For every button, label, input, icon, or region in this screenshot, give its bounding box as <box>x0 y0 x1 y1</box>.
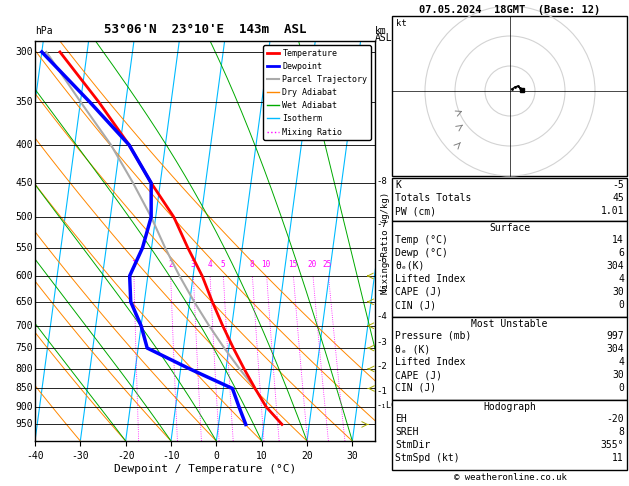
Text: 11: 11 <box>612 453 624 463</box>
Text: Totals Totals: Totals Totals <box>395 193 471 203</box>
Text: 4: 4 <box>618 357 624 367</box>
Text: 07.05.2024  18GMT  (Base: 12): 07.05.2024 18GMT (Base: 12) <box>420 5 601 15</box>
Text: 900: 900 <box>15 402 33 412</box>
Text: -7: -7 <box>376 220 387 229</box>
Text: Mixing Ratio (g/kg): Mixing Ratio (g/kg) <box>381 192 389 294</box>
Text: 4: 4 <box>207 260 212 269</box>
Text: PW (cm): PW (cm) <box>395 206 436 216</box>
Text: θₑ(K): θₑ(K) <box>395 261 425 271</box>
Text: kt: kt <box>396 19 407 28</box>
Bar <box>392 178 627 221</box>
Text: 850: 850 <box>15 383 33 394</box>
Text: -₁LCL: -₁LCL <box>376 400 401 410</box>
Text: -2: -2 <box>376 363 387 371</box>
Text: 5: 5 <box>221 260 225 269</box>
Bar <box>392 400 627 470</box>
Text: 6: 6 <box>618 248 624 258</box>
Text: 2: 2 <box>168 260 172 269</box>
Text: 997: 997 <box>606 331 624 341</box>
Text: 350: 350 <box>15 97 33 107</box>
Text: 14: 14 <box>612 235 624 245</box>
Text: -20: -20 <box>606 414 624 424</box>
Text: -4: -4 <box>376 312 387 321</box>
Text: Dewp (°C): Dewp (°C) <box>395 248 448 258</box>
Text: 30: 30 <box>612 287 624 297</box>
Text: 800: 800 <box>15 364 33 374</box>
Text: Temp (°C): Temp (°C) <box>395 235 448 245</box>
Text: 1.01: 1.01 <box>601 206 624 216</box>
Text: © weatheronline.co.uk: © weatheronline.co.uk <box>454 473 567 482</box>
Text: 45: 45 <box>612 193 624 203</box>
Text: 25: 25 <box>323 260 332 269</box>
Text: ASL: ASL <box>375 33 392 43</box>
Legend: Temperature, Dewpoint, Parcel Trajectory, Dry Adiabat, Wet Adiabat, Isotherm, Mi: Temperature, Dewpoint, Parcel Trajectory… <box>264 45 371 140</box>
Text: 8: 8 <box>618 427 624 437</box>
Text: EH: EH <box>395 414 407 424</box>
Text: 700: 700 <box>15 321 33 331</box>
Text: 0: 0 <box>618 300 624 310</box>
Text: StmDir: StmDir <box>395 440 430 450</box>
Text: 1: 1 <box>131 260 136 269</box>
X-axis label: Dewpoint / Temperature (°C): Dewpoint / Temperature (°C) <box>114 464 296 473</box>
Text: SREH: SREH <box>395 427 418 437</box>
Text: 500: 500 <box>15 212 33 222</box>
Text: 650: 650 <box>15 297 33 307</box>
Text: 15: 15 <box>288 260 297 269</box>
Text: CAPE (J): CAPE (J) <box>395 287 442 297</box>
Text: 8: 8 <box>249 260 254 269</box>
Text: Lifted Index: Lifted Index <box>395 357 465 367</box>
Text: 4: 4 <box>618 274 624 284</box>
Text: 53°06'N  23°10'E  143m  ASL: 53°06'N 23°10'E 143m ASL <box>104 23 306 36</box>
Text: -8: -8 <box>376 177 387 186</box>
Text: 355°: 355° <box>601 440 624 450</box>
Text: 30: 30 <box>612 370 624 380</box>
Text: 304: 304 <box>606 344 624 354</box>
Text: 450: 450 <box>15 178 33 188</box>
Text: -3: -3 <box>376 338 387 347</box>
Bar <box>392 317 627 400</box>
Text: Hodograph: Hodograph <box>483 402 536 412</box>
Text: 400: 400 <box>15 140 33 150</box>
Text: Most Unstable: Most Unstable <box>471 319 548 329</box>
Text: 20: 20 <box>308 260 316 269</box>
Text: CIN (J): CIN (J) <box>395 383 436 393</box>
Text: 750: 750 <box>15 343 33 353</box>
Bar <box>392 221 627 317</box>
Text: 300: 300 <box>15 47 33 57</box>
Text: 550: 550 <box>15 243 33 253</box>
Text: -5: -5 <box>376 286 387 295</box>
Text: Surface: Surface <box>489 223 530 233</box>
Text: CIN (J): CIN (J) <box>395 300 436 310</box>
Text: -6: -6 <box>376 256 387 265</box>
Text: 0: 0 <box>618 383 624 393</box>
Text: Pressure (mb): Pressure (mb) <box>395 331 471 341</box>
Text: -5: -5 <box>612 180 624 190</box>
Text: 950: 950 <box>15 419 33 430</box>
Text: hPa: hPa <box>35 26 53 36</box>
Text: StmSpd (kt): StmSpd (kt) <box>395 453 460 463</box>
Text: -1: -1 <box>376 387 387 396</box>
Bar <box>392 16 627 176</box>
Text: 10: 10 <box>261 260 270 269</box>
Text: K: K <box>395 180 401 190</box>
Text: θₑ (K): θₑ (K) <box>395 344 430 354</box>
Text: 600: 600 <box>15 271 33 281</box>
Text: Lifted Index: Lifted Index <box>395 274 465 284</box>
Text: 3: 3 <box>191 260 195 269</box>
Text: 304: 304 <box>606 261 624 271</box>
Text: CAPE (J): CAPE (J) <box>395 370 442 380</box>
Text: km: km <box>375 26 387 36</box>
